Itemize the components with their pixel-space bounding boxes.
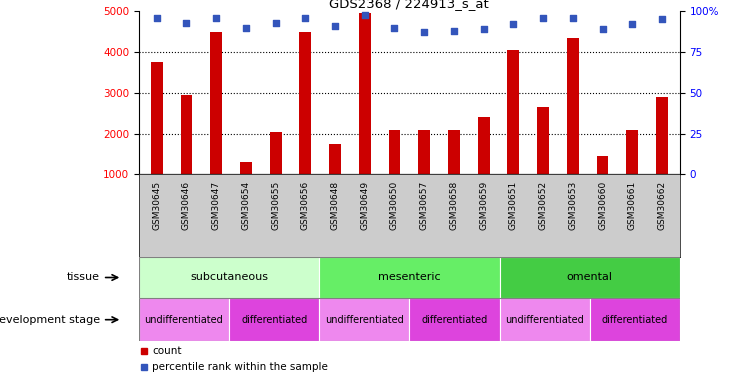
- Point: [478, 26, 490, 32]
- Point: [329, 23, 341, 29]
- Bar: [319, 298, 409, 341]
- Bar: [139, 257, 319, 298]
- Text: GSM30647: GSM30647: [212, 181, 221, 230]
- Bar: [181, 95, 192, 174]
- Text: differentiated: differentiated: [241, 315, 307, 325]
- Bar: [409, 298, 499, 341]
- Text: differentiated: differentiated: [421, 315, 488, 325]
- Text: undifferentiated: undifferentiated: [325, 315, 404, 325]
- Bar: [319, 257, 499, 298]
- Text: GSM30653: GSM30653: [568, 181, 577, 230]
- Title: GDS2368 / 224913_s_at: GDS2368 / 224913_s_at: [330, 0, 489, 10]
- Point: [359, 12, 371, 18]
- Bar: [418, 129, 430, 174]
- Point: [537, 15, 549, 21]
- Bar: [329, 144, 341, 174]
- Point: [507, 21, 519, 27]
- Bar: [151, 62, 163, 174]
- Bar: [211, 32, 222, 174]
- Point: [418, 30, 430, 36]
- Text: count: count: [152, 346, 182, 356]
- Text: GSM30646: GSM30646: [182, 181, 191, 230]
- Bar: [656, 97, 668, 174]
- Text: GSM30659: GSM30659: [479, 181, 488, 230]
- Text: GSM30651: GSM30651: [509, 181, 518, 230]
- Point: [567, 15, 579, 21]
- Bar: [240, 162, 252, 174]
- Bar: [590, 298, 680, 341]
- Text: tissue: tissue: [67, 273, 100, 282]
- Bar: [448, 129, 460, 174]
- Point: [211, 15, 222, 21]
- Point: [300, 15, 311, 21]
- Point: [270, 20, 281, 26]
- Point: [389, 25, 401, 31]
- Text: GSM30654: GSM30654: [241, 181, 251, 230]
- Text: GSM30645: GSM30645: [152, 181, 162, 230]
- Text: mesenteric: mesenteric: [378, 273, 441, 282]
- Bar: [499, 257, 680, 298]
- Bar: [229, 298, 319, 341]
- Bar: [270, 132, 281, 174]
- Bar: [139, 298, 229, 341]
- Text: omental: omental: [567, 273, 613, 282]
- Point: [626, 21, 638, 27]
- Text: GSM30650: GSM30650: [390, 181, 399, 230]
- Text: percentile rank within the sample: percentile rank within the sample: [152, 362, 328, 372]
- Bar: [478, 117, 490, 174]
- Point: [240, 25, 251, 31]
- Bar: [300, 32, 311, 174]
- Text: undifferentiated: undifferentiated: [145, 315, 224, 325]
- Point: [151, 15, 162, 21]
- Bar: [537, 107, 549, 174]
- Bar: [626, 129, 638, 174]
- Text: development stage: development stage: [0, 315, 100, 325]
- Bar: [359, 13, 371, 174]
- Text: differentiated: differentiated: [602, 315, 668, 325]
- Text: GSM30648: GSM30648: [330, 181, 340, 230]
- Point: [656, 16, 668, 22]
- Point: [448, 28, 460, 34]
- Bar: [389, 129, 401, 174]
- Bar: [499, 298, 590, 341]
- Text: GSM30656: GSM30656: [301, 181, 310, 230]
- Text: GSM30661: GSM30661: [628, 181, 637, 230]
- Bar: [567, 38, 579, 174]
- Text: GSM30652: GSM30652: [539, 181, 548, 230]
- Point: [181, 20, 192, 26]
- Text: GSM30660: GSM30660: [598, 181, 607, 230]
- Text: subcutaneous: subcutaneous: [190, 273, 268, 282]
- Text: GSM30655: GSM30655: [271, 181, 280, 230]
- Text: GSM30657: GSM30657: [420, 181, 428, 230]
- Point: [596, 26, 608, 32]
- Text: GSM30662: GSM30662: [657, 181, 667, 230]
- Text: GSM30658: GSM30658: [450, 181, 458, 230]
- Bar: [596, 156, 608, 174]
- Text: GSM30649: GSM30649: [360, 181, 369, 230]
- Bar: [507, 50, 519, 174]
- Text: undifferentiated: undifferentiated: [505, 315, 584, 325]
